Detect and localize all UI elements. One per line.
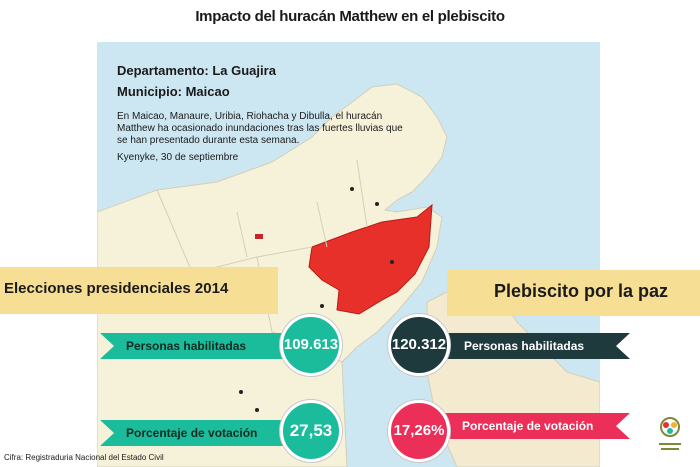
organization-logo <box>659 417 681 450</box>
town-marker <box>320 304 324 308</box>
town-marker <box>239 390 243 394</box>
right-porcentaje-value: 17,26% <box>388 400 450 462</box>
town-marker <box>350 187 354 191</box>
left-porcentaje-ribbon: Porcentaje de votación <box>100 420 290 446</box>
municipio-label: Municipio: Maicao <box>117 84 230 99</box>
town-marker <box>255 408 259 412</box>
left-personas-ribbon: Personas habilitadas <box>100 333 290 359</box>
right-porcentaje-ribbon: Porcentaje de votación <box>430 413 630 439</box>
town-marker <box>375 202 379 206</box>
departamento-label: Departamento: La Guajira <box>117 63 276 78</box>
data-source-footer: Cifra: Registraduria Nacional del Estado… <box>4 453 164 462</box>
left-porcentaje-value: 27,53 <box>280 400 342 462</box>
news-description: En Maicao, Manaure, Uribia, Riohacha y D… <box>117 111 403 146</box>
news-source: Kyenyke, 30 de septiembre <box>117 152 239 163</box>
right-personas-value: 120.312 <box>388 314 450 376</box>
riohacha-marker <box>255 234 263 239</box>
right-header-band <box>447 270 700 316</box>
la-guajira-map <box>97 42 600 467</box>
municipal-borders <box>156 159 368 363</box>
left-personas-value: 109.613 <box>280 314 342 376</box>
left-section-header: Elecciones presidenciales 2014 <box>4 280 229 297</box>
page-title: Impacto del huracán Matthew en el plebis… <box>195 8 505 25</box>
left-header-band <box>0 267 278 314</box>
town-marker <box>390 260 394 264</box>
maicao-highlight <box>308 203 433 315</box>
right-personas-ribbon: Personas habilitadas <box>430 333 630 359</box>
right-section-header: Plebiscito por la paz <box>494 281 669 301</box>
